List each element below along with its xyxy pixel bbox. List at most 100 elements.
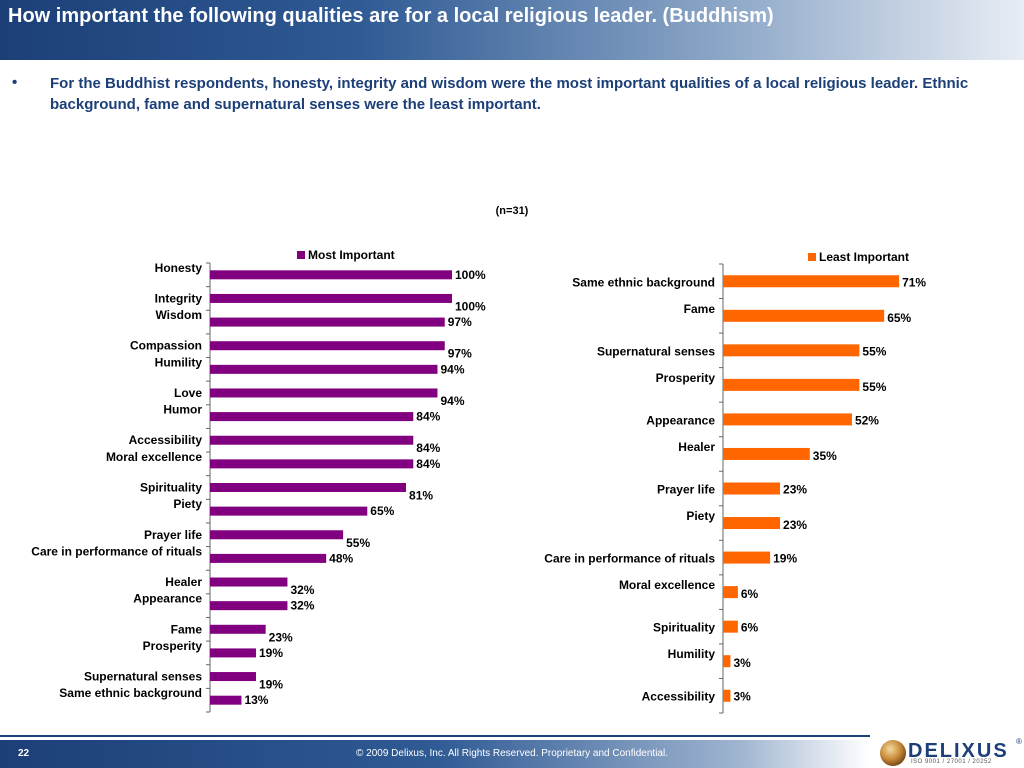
most-category-label: Prosperity bbox=[143, 639, 203, 653]
most-bar bbox=[210, 601, 288, 611]
most-value-label: 97% bbox=[448, 347, 472, 361]
globe-icon bbox=[880, 740, 906, 766]
most-value-label: 94% bbox=[440, 394, 464, 408]
most-value-label: 84% bbox=[416, 410, 440, 424]
bullet-marker: • bbox=[12, 74, 18, 91]
least-category-label: Spirituality bbox=[653, 621, 715, 635]
most-category-label: Supernatural senses bbox=[84, 670, 202, 684]
most-bar bbox=[210, 364, 438, 374]
least-category-label: Prosperity bbox=[656, 371, 716, 385]
least-value-label: 23% bbox=[783, 483, 807, 497]
most-value-label: 55% bbox=[346, 536, 370, 550]
most-bar bbox=[210, 553, 327, 563]
most-value-label: 23% bbox=[269, 630, 293, 644]
most-bar bbox=[210, 388, 438, 398]
delixus-logo: DELIXUS ® ISO 9001 / 27001 / 20252 bbox=[878, 737, 1024, 768]
most-value-label: 13% bbox=[244, 693, 268, 707]
most-category-label: Prayer life bbox=[144, 528, 202, 542]
most-value-label: 81% bbox=[409, 489, 433, 503]
most-category-label: Piety bbox=[173, 497, 202, 511]
most-category-label: Accessibility bbox=[129, 433, 203, 447]
least-category-label: Fame bbox=[684, 302, 716, 316]
most-bar bbox=[210, 695, 242, 705]
most-value-label: 100% bbox=[455, 299, 486, 313]
most-category-label: Fame bbox=[171, 622, 203, 636]
least-bar bbox=[723, 689, 731, 702]
most-category-label: Humility bbox=[155, 355, 203, 369]
most-category-label: Wisdom bbox=[155, 308, 202, 322]
most-category-label: Integrity bbox=[155, 291, 203, 305]
least-bar bbox=[723, 413, 852, 426]
least-category-label: Accessibility bbox=[642, 690, 716, 704]
most-category-label: Spirituality bbox=[140, 481, 202, 495]
most-important-chart: Honesty 100% Integrity 100% Wisdom 97% Compass… bbox=[31, 248, 486, 713]
most-value-label: 97% bbox=[448, 315, 472, 329]
least-value-label: 3% bbox=[733, 690, 751, 704]
most-bar bbox=[210, 530, 344, 540]
most-category-label: Healer bbox=[165, 575, 202, 589]
most-category-label: Moral excellence bbox=[106, 450, 202, 464]
least-value-label: 23% bbox=[783, 518, 807, 532]
registered-mark: ® bbox=[1016, 737, 1022, 746]
least-category-label: Piety bbox=[686, 509, 715, 523]
least-value-label: 71% bbox=[902, 275, 926, 289]
most-bar bbox=[210, 341, 445, 351]
most-value-label: 65% bbox=[370, 504, 394, 518]
least-bar bbox=[723, 344, 860, 357]
most-bar bbox=[210, 412, 414, 422]
least-category-label: Prayer life bbox=[657, 483, 715, 497]
copyright-text: © 2009 Delixus, Inc. All Rights Reserved… bbox=[356, 748, 668, 759]
least-value-label: 55% bbox=[862, 344, 886, 358]
footer: 22 © 2009 Delixus, Inc. All Rights Reser… bbox=[0, 735, 1024, 768]
least-value-label: 65% bbox=[887, 311, 911, 325]
least-bar bbox=[723, 517, 781, 530]
most-bar bbox=[210, 624, 266, 634]
most-value-label: 94% bbox=[440, 362, 464, 376]
most-value-label: 48% bbox=[329, 551, 353, 565]
least-value-label: 52% bbox=[855, 413, 879, 427]
sample-size-label: (n=31) bbox=[495, 205, 529, 217]
footer-divider bbox=[0, 735, 870, 737]
most-bar bbox=[210, 459, 414, 469]
most-bar bbox=[210, 672, 256, 682]
most-category-label: Honesty bbox=[155, 261, 203, 275]
page-number: 22 bbox=[18, 748, 30, 759]
least-category-label: Supernatural senses bbox=[597, 344, 715, 358]
title-banner: How important the following qualities ar… bbox=[0, 0, 1024, 60]
least-value-label: 55% bbox=[862, 380, 886, 394]
logo-wordmark: DELIXUS bbox=[908, 740, 1009, 762]
least-value-label: 19% bbox=[773, 552, 797, 566]
least-category-label: Appearance bbox=[646, 413, 715, 427]
most-bar bbox=[210, 577, 288, 587]
most-bar bbox=[210, 648, 256, 658]
most-bar bbox=[210, 506, 368, 516]
most-value-label: 84% bbox=[416, 441, 440, 455]
least-category-label: Healer bbox=[678, 440, 715, 454]
least-category-label: Moral excellence bbox=[619, 578, 715, 592]
least-category-label: Humility bbox=[668, 647, 716, 661]
most-category-label: Love bbox=[174, 386, 202, 400]
least-bar bbox=[723, 447, 810, 460]
least-bar bbox=[723, 482, 781, 495]
iso-certification: ISO 9001 / 27001 / 20252 bbox=[911, 759, 992, 765]
least-legend-swatch bbox=[808, 253, 816, 261]
least-bar bbox=[723, 309, 885, 322]
least-value-label: 35% bbox=[813, 449, 837, 463]
most-legend-label: Most Important bbox=[308, 248, 395, 262]
least-bar bbox=[723, 620, 738, 633]
least-bar bbox=[723, 378, 860, 391]
least-legend-label: Least Important bbox=[819, 250, 909, 264]
slide-title: How important the following qualities ar… bbox=[8, 5, 774, 27]
most-category-label: Same ethnic background bbox=[59, 686, 202, 700]
summary-text: For the Buddhist respondents, honesty, i… bbox=[50, 75, 969, 113]
most-bar bbox=[210, 483, 407, 492]
least-bar bbox=[723, 655, 731, 668]
most-value-label: 84% bbox=[416, 457, 440, 471]
most-category-label: Care in performance of rituals bbox=[31, 544, 202, 558]
least-value-label: 6% bbox=[741, 621, 759, 635]
least-bar bbox=[723, 586, 738, 599]
most-legend-swatch bbox=[297, 251, 305, 259]
footer-bar bbox=[0, 740, 870, 768]
most-bar bbox=[210, 270, 452, 280]
most-value-label: 32% bbox=[290, 599, 314, 613]
